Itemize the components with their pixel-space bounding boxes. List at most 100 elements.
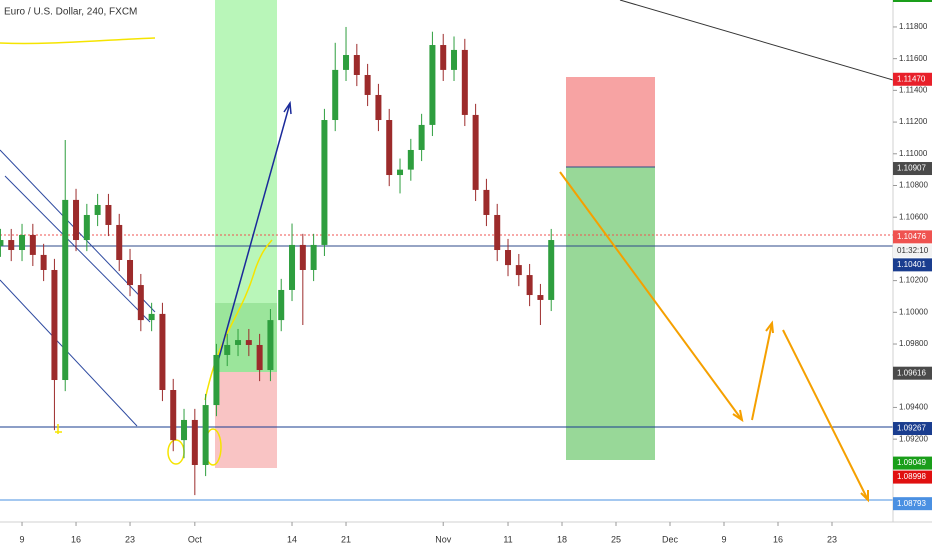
candle-body bbox=[353, 55, 360, 75]
candle-body bbox=[407, 149, 414, 170]
price-label-box bbox=[893, 230, 932, 244]
candles bbox=[0, 26, 555, 496]
x-tick-label: 16 bbox=[773, 534, 783, 544]
price-label: 1.11470 bbox=[897, 74, 926, 83]
blue-arrow bbox=[214, 100, 292, 373]
chart-title: Euro / U.S. Dollar, 240, FXCM bbox=[4, 7, 137, 18]
y-tick-label: 1.11200 bbox=[899, 117, 928, 126]
candle-body bbox=[73, 199, 80, 241]
candle-body bbox=[515, 265, 522, 276]
candle-body bbox=[321, 120, 328, 245]
candle-body bbox=[397, 169, 404, 176]
candle-body bbox=[94, 204, 101, 215]
candle-body bbox=[181, 419, 188, 441]
price-label-box bbox=[893, 456, 932, 470]
price-label-box bbox=[893, 258, 932, 272]
price-label-box bbox=[893, 497, 932, 511]
candle-body bbox=[202, 405, 209, 465]
x-tick-label: 25 bbox=[611, 534, 621, 544]
x-tick-label: 16 bbox=[71, 534, 81, 544]
countdown-box bbox=[893, 244, 932, 258]
x-tick-label: Oct bbox=[188, 534, 203, 544]
price-label-box bbox=[893, 72, 932, 86]
y-tick-label: 1.11400 bbox=[899, 85, 928, 94]
price-label-box bbox=[893, 162, 932, 176]
candle-body bbox=[451, 49, 458, 70]
y-tick-label: 1.10000 bbox=[899, 307, 928, 316]
x-tick-label: 11 bbox=[503, 534, 512, 544]
candle-body bbox=[256, 344, 263, 371]
x-tick-label: Nov bbox=[435, 534, 452, 544]
orange-arrows bbox=[559, 171, 869, 503]
candle-body bbox=[51, 269, 58, 381]
x-tick-label: 23 bbox=[827, 534, 837, 544]
candle-body bbox=[8, 240, 15, 251]
candle-body bbox=[364, 74, 371, 95]
candle-body bbox=[83, 214, 90, 241]
y-tick-label: 1.11600 bbox=[899, 54, 928, 63]
x-tick-label: 9 bbox=[722, 534, 727, 544]
candle-body bbox=[418, 124, 425, 150]
candle-body bbox=[267, 320, 274, 371]
price-label: 1.09616 bbox=[897, 368, 926, 377]
x-tick-label: 21 bbox=[341, 534, 351, 544]
x-tick-label: 23 bbox=[125, 534, 135, 544]
price-label-box bbox=[893, 422, 932, 436]
candle-body bbox=[0, 240, 4, 246]
candle-body bbox=[278, 289, 285, 321]
candle-body bbox=[505, 250, 512, 266]
candle-body bbox=[494, 214, 501, 251]
price-label: 1.08793 bbox=[897, 499, 926, 508]
candle-body bbox=[483, 189, 490, 215]
y-tick-label: 1.11000 bbox=[899, 149, 928, 158]
candle-body bbox=[116, 224, 123, 260]
candle-body bbox=[526, 275, 533, 296]
price-label: 1.09267 bbox=[897, 424, 926, 433]
candle-body bbox=[440, 45, 447, 70]
candle-body bbox=[62, 199, 69, 381]
candle-body bbox=[235, 340, 242, 345]
candle-body bbox=[289, 244, 296, 290]
candle-body bbox=[213, 354, 220, 406]
candle-body bbox=[299, 244, 306, 270]
x-tick-label: 14 bbox=[287, 534, 297, 544]
trend-line bbox=[619, 0, 894, 81]
y-tick-label: 1.11800 bbox=[899, 22, 928, 31]
candle-body bbox=[224, 344, 231, 355]
candle-body bbox=[148, 313, 155, 321]
y-tick-label: 1.09800 bbox=[899, 339, 928, 348]
candle-body bbox=[343, 55, 350, 70]
x-tick-label: 18 bbox=[557, 534, 567, 544]
candle-body bbox=[170, 390, 177, 441]
price-label-box bbox=[893, 366, 932, 380]
price-label: 1.10907 bbox=[897, 164, 926, 173]
candle-body bbox=[472, 114, 479, 190]
candle-body bbox=[386, 120, 393, 176]
candle-body bbox=[137, 285, 144, 321]
price-label: 1.09049 bbox=[897, 458, 926, 467]
scribble bbox=[55, 424, 62, 434]
x-tick-label: Dec bbox=[662, 534, 679, 544]
y-tick-label: 1.09200 bbox=[899, 434, 928, 443]
candle-body bbox=[375, 94, 382, 121]
scribble bbox=[0, 37, 156, 45]
candle-body bbox=[537, 295, 544, 300]
candle-body bbox=[332, 69, 339, 121]
y-tick-label: 1.09400 bbox=[899, 403, 928, 412]
candle-body bbox=[429, 45, 436, 125]
channel-line bbox=[4, 175, 151, 323]
channel-line bbox=[0, 279, 138, 427]
price-label: 1.08998 bbox=[897, 472, 926, 481]
x-tick-label: 9 bbox=[20, 534, 25, 544]
candle-body bbox=[245, 340, 252, 345]
short-stop-zone bbox=[566, 77, 655, 167]
candle-body bbox=[461, 49, 468, 115]
countdown: 01:32:10 bbox=[897, 246, 929, 255]
candle-body bbox=[310, 244, 317, 270]
price-label-box bbox=[893, 470, 932, 484]
price-label: 1.10401 bbox=[897, 260, 926, 269]
candle-body bbox=[191, 419, 198, 465]
candle-body bbox=[548, 240, 555, 300]
candle-body bbox=[29, 234, 36, 255]
y-tick-label: 1.10200 bbox=[899, 276, 928, 285]
